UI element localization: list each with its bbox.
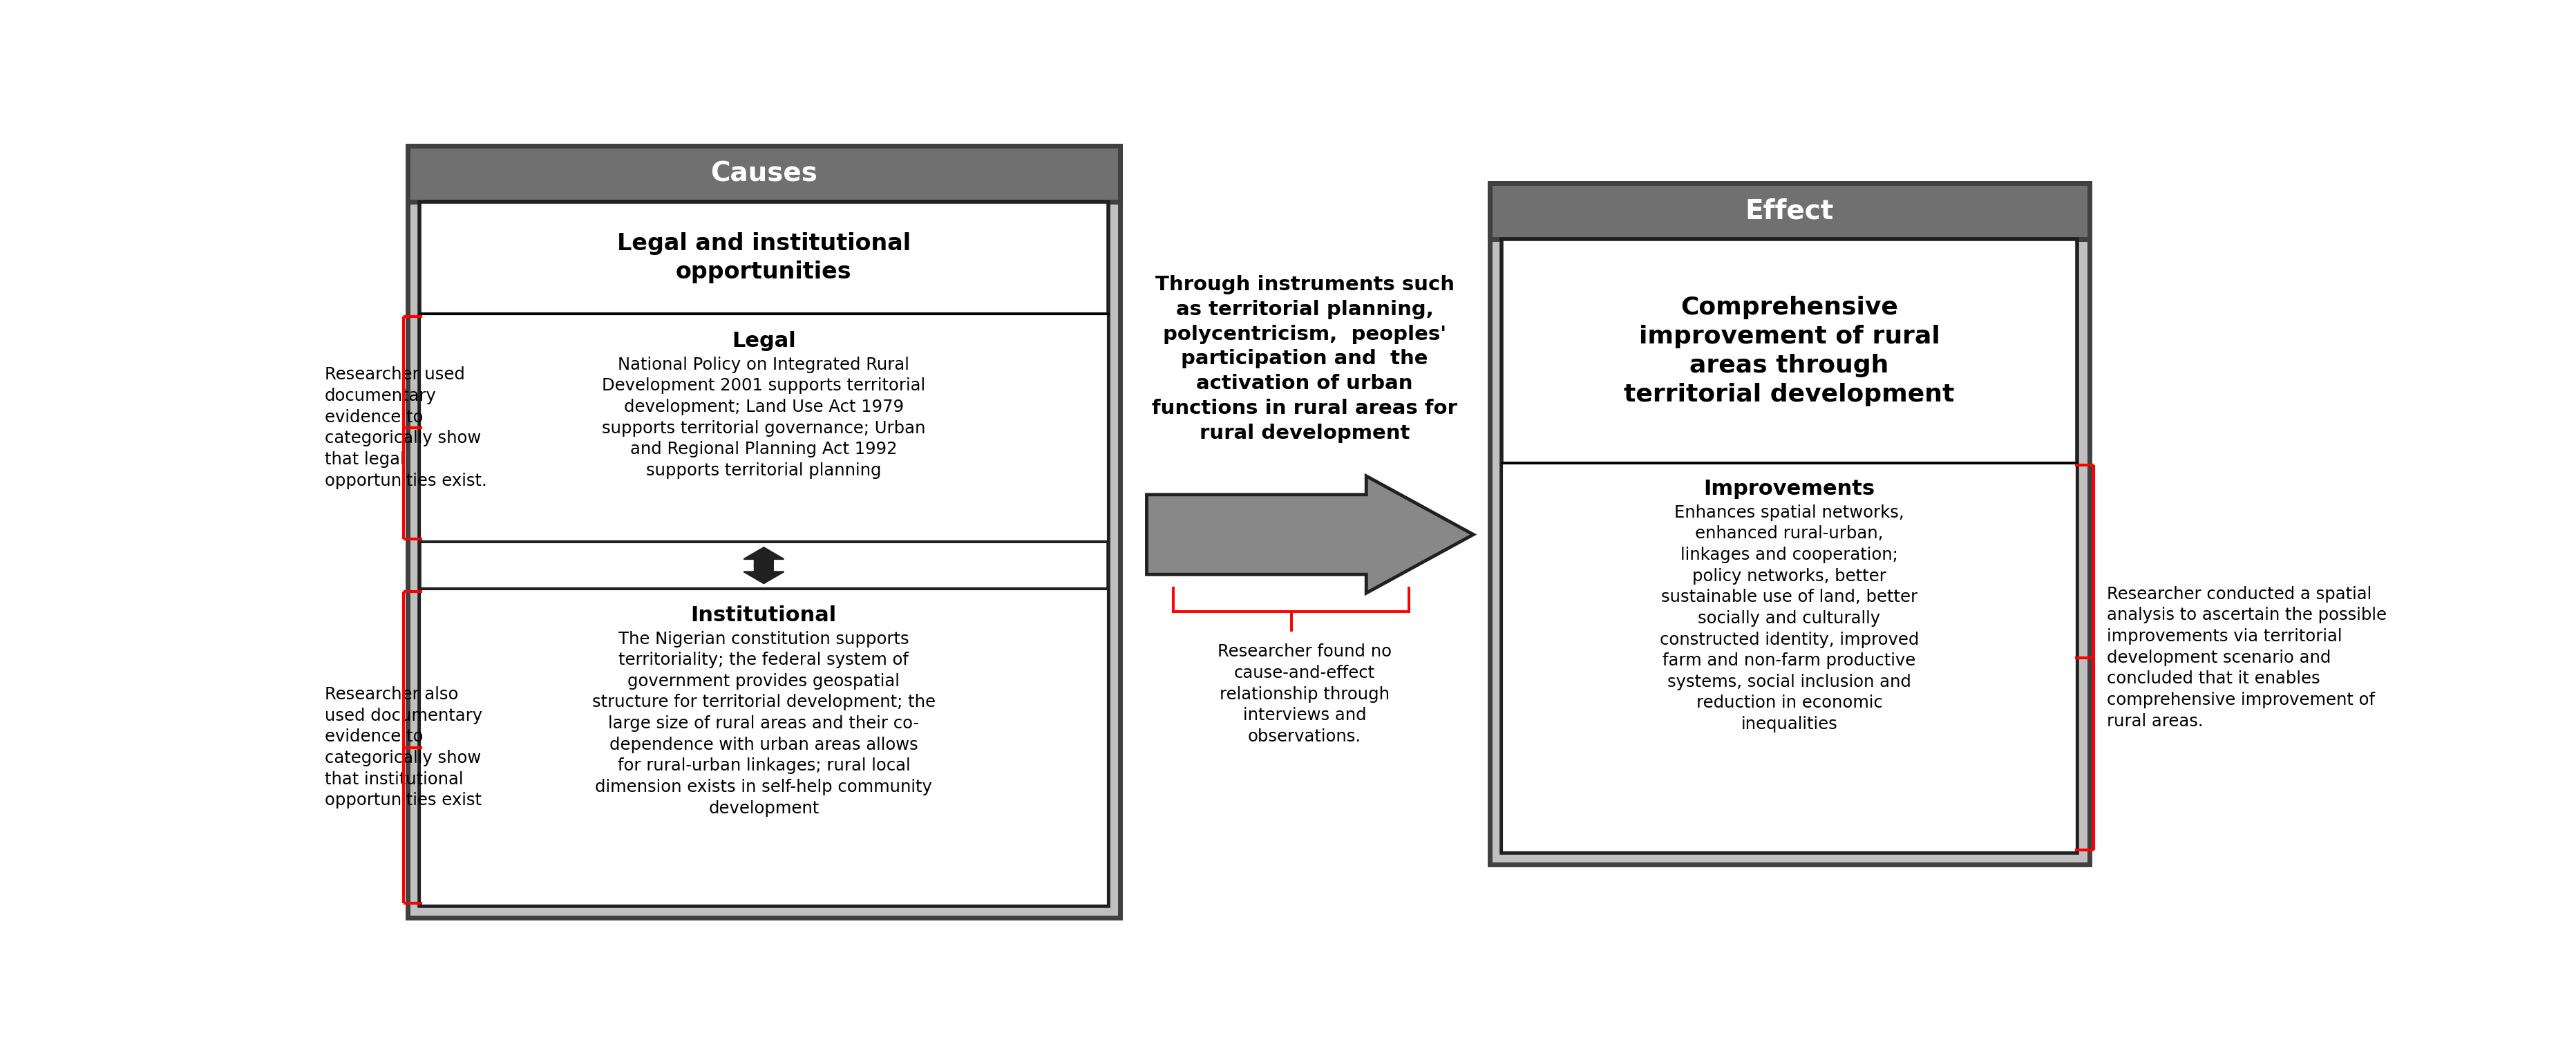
Bar [420, 590, 1108, 906]
FancyArrow shape [1146, 476, 1473, 593]
Bar [420, 314, 1108, 541]
Bar [407, 146, 1121, 202]
Text: The Nigerian constitution supports
territoriality; the federal system of
governm: The Nigerian constitution supports terri… [592, 630, 935, 816]
Text: Researcher used
documentary
evidence to
categorically show
that legal
opportunit: Researcher used documentary evidence to … [325, 366, 487, 489]
Text: Causes: Causes [711, 160, 817, 187]
Text: National Policy on Integrated Rural
Development 2001 supports territorial
develo: National Policy on Integrated Rural Deve… [603, 357, 925, 478]
Text: Researcher found no
cause-and-effect
relationship through
interviews and
observa: Researcher found no cause-and-effect rel… [1218, 644, 1391, 745]
Text: Effect: Effect [1744, 198, 1834, 224]
Bar [1502, 463, 2076, 853]
Text: Comprehensive
improvement of rural
areas through
territorial development: Comprehensive improvement of rural areas… [1623, 296, 1955, 406]
FancyArrow shape [744, 548, 783, 565]
Bar [1502, 239, 2076, 853]
Text: Legal: Legal [732, 330, 796, 350]
Text: Through instruments such
as territorial planning,
polycentricism,  peoples'
part: Through instruments such as territorial … [1151, 275, 1458, 443]
Bar [1489, 184, 2089, 239]
Text: Enhances spatial networks,
enhanced rural-urban,
linkages and cooperation;
polic: Enhances spatial networks, enhanced rura… [1659, 505, 1919, 732]
Text: Legal and institutional
opportunities: Legal and institutional opportunities [616, 232, 912, 283]
Text: Improvements: Improvements [1703, 478, 1875, 498]
Text: Researcher conducted a spatial
analysis to ascertain the possible
improvements v: Researcher conducted a spatial analysis … [2107, 586, 2388, 729]
FancyArrow shape [744, 565, 783, 583]
Bar [407, 146, 1121, 918]
Text: Researcher also
used documentary
evidence to
categorically show
that institution: Researcher also used documentary evidenc… [325, 686, 482, 809]
Bar [420, 202, 1108, 906]
Bar [1489, 184, 2089, 864]
Text: Institutional: Institutional [690, 605, 837, 625]
